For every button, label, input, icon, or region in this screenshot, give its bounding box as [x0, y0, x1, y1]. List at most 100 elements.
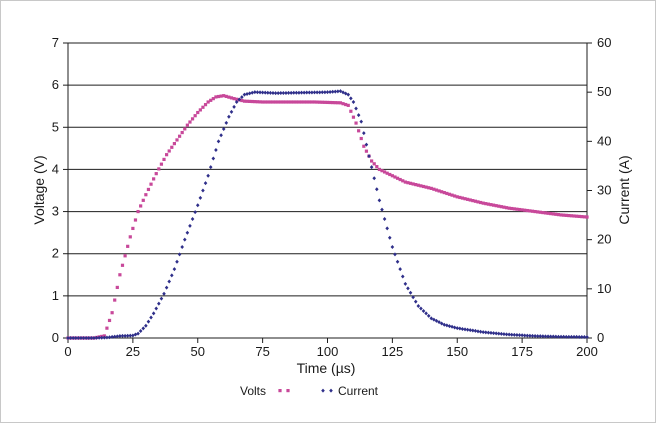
- data-point: [159, 296, 164, 301]
- data-point: [569, 214, 574, 218]
- data-point: [211, 156, 216, 161]
- data-point: [551, 212, 555, 216]
- legend-label-volts: Volts: [240, 384, 266, 398]
- data-point: [564, 334, 569, 339]
- data-point: [411, 182, 415, 186]
- data-point: [136, 331, 140, 336]
- data-point: [185, 230, 190, 235]
- data-point: [297, 90, 301, 95]
- data-point: [227, 95, 231, 99]
- data-point: [471, 199, 475, 203]
- data-point: [530, 333, 535, 338]
- data-point: [424, 185, 428, 189]
- data-point: [375, 165, 379, 169]
- data-point: [338, 101, 343, 105]
- data-point: [416, 304, 421, 309]
- data-point: [302, 100, 306, 104]
- data-point: [351, 115, 356, 119]
- x-axis-title: Time (µs): [297, 360, 356, 376]
- data-point: [359, 136, 363, 141]
- data-point: [154, 172, 158, 176]
- data-point: [278, 91, 283, 96]
- data-point: [139, 204, 143, 208]
- data-point: [172, 267, 177, 272]
- legend: Volts Current: [240, 384, 379, 398]
- data-point: [276, 100, 280, 104]
- data-point: [115, 285, 119, 290]
- data-point: [577, 334, 582, 339]
- data-point: [538, 210, 542, 214]
- data-point: [419, 184, 423, 188]
- data-point: [203, 103, 208, 107]
- data-point: [120, 263, 125, 267]
- data-point: [546, 211, 550, 215]
- data-point: [224, 120, 229, 125]
- data-point: [113, 298, 117, 302]
- data-point: [312, 90, 317, 95]
- data-point: [312, 100, 317, 104]
- data-point: [297, 100, 301, 104]
- data-point: [479, 200, 483, 205]
- data-point: [331, 100, 335, 105]
- data-point: [302, 90, 306, 95]
- data-point: [509, 332, 514, 337]
- data-point: [292, 100, 296, 104]
- data-point: [466, 197, 470, 201]
- data-point: [382, 170, 387, 174]
- data-point: [149, 315, 153, 320]
- data-point: [310, 90, 314, 95]
- data-point: [248, 99, 252, 103]
- y-tick-label: 6: [52, 77, 59, 92]
- data-point: [330, 89, 335, 94]
- legend-marker-dot: [278, 389, 282, 393]
- x-tick-label: 75: [255, 344, 269, 359]
- data-point: [447, 192, 452, 196]
- data-point: [81, 336, 86, 340]
- data-point: [66, 336, 70, 340]
- data-point: [299, 100, 304, 104]
- data-point: [494, 331, 498, 336]
- data-point: [496, 331, 501, 336]
- data-point: [120, 333, 125, 338]
- data-point: [476, 200, 480, 204]
- data-point: [328, 100, 332, 105]
- data-point: [112, 334, 117, 339]
- data-point: [232, 104, 236, 109]
- data-point: [268, 100, 273, 104]
- data-point: [273, 91, 278, 96]
- data-point: [214, 147, 218, 152]
- data-point: [478, 329, 483, 334]
- data-point: [502, 205, 506, 209]
- data-point: [320, 90, 325, 95]
- data-point: [182, 237, 187, 242]
- y2-tick-label: 0: [597, 330, 604, 345]
- data-point: [183, 127, 187, 131]
- data-point: [92, 336, 96, 340]
- data-point: [580, 215, 584, 219]
- data-point: [198, 108, 202, 112]
- data-point: [149, 182, 153, 186]
- data-point: [452, 325, 457, 330]
- data-point: [310, 100, 314, 104]
- data-point: [411, 295, 415, 300]
- data-point: [349, 109, 353, 113]
- y2-tick-label: 60: [597, 35, 611, 50]
- data-point: [567, 213, 571, 218]
- legend-marker-volts: [278, 389, 290, 393]
- data-point: [585, 215, 589, 219]
- data-point: [190, 117, 195, 121]
- data-point: [105, 335, 109, 340]
- series-volts: [66, 94, 589, 340]
- data-point: [279, 100, 283, 104]
- data-point: [172, 142, 176, 146]
- data-point: [141, 198, 145, 202]
- data-point: [460, 196, 465, 200]
- data-point: [580, 334, 584, 339]
- data-point: [499, 331, 504, 336]
- data-point: [463, 197, 467, 201]
- data-point: [401, 179, 405, 183]
- data-point: [258, 90, 262, 95]
- data-point: [377, 167, 381, 172]
- data-point: [463, 327, 467, 332]
